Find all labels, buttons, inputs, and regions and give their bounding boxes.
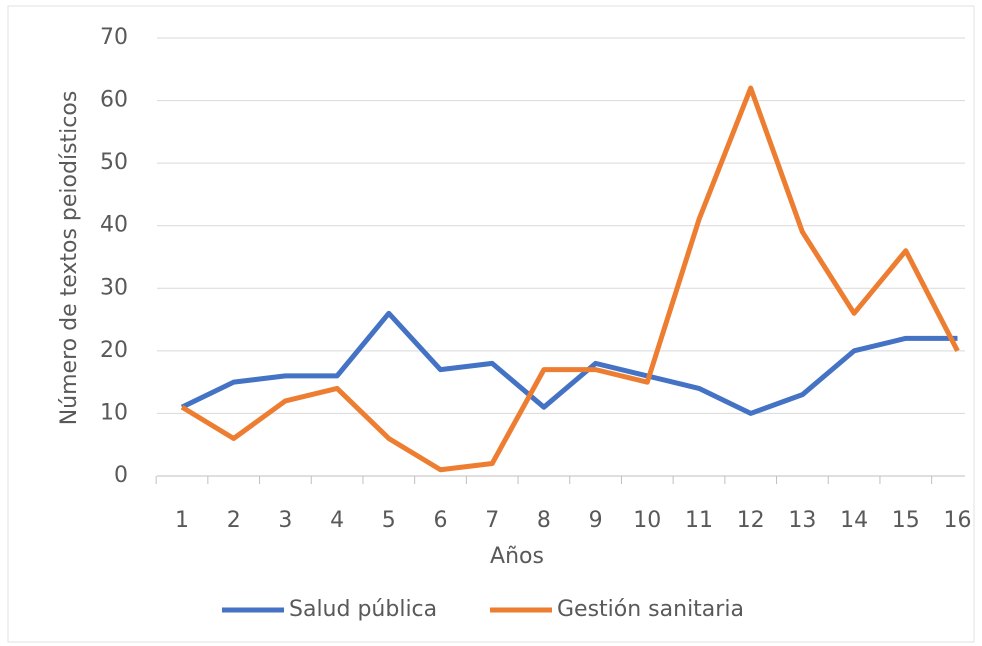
x-tick-label: 3 <box>278 508 292 533</box>
x-tick-label: 7 <box>485 508 499 533</box>
x-tick-label: 4 <box>330 508 344 533</box>
x-tick-label: 15 <box>892 508 920 533</box>
y-tick-label: 10 <box>100 400 128 425</box>
legend-label: Salud pública <box>289 597 437 622</box>
x-tick-label: 16 <box>944 508 972 533</box>
chart-border <box>7 5 975 643</box>
x-axis-title: Años <box>490 544 544 569</box>
legend-label: Gestión sanitaria <box>557 597 744 622</box>
x-tick-label: 9 <box>589 508 603 533</box>
x-tick-label: 2 <box>227 508 241 533</box>
x-tick-label: 5 <box>382 508 396 533</box>
y-tick-label: 60 <box>100 88 128 113</box>
y-tick-label: 70 <box>100 25 128 50</box>
y-tick-label: 0 <box>114 463 128 488</box>
x-tick-label: 8 <box>537 508 551 533</box>
y-tick-label: 20 <box>100 338 128 363</box>
x-tick-label: 13 <box>788 508 816 533</box>
series-line <box>180 310 958 416</box>
y-tick-label: 50 <box>100 150 128 175</box>
x-tick-label: 14 <box>840 508 868 533</box>
series-line <box>180 85 960 473</box>
x-tick-label: 6 <box>434 508 448 533</box>
x-tick-label: 12 <box>737 508 765 533</box>
x-tick-label: 10 <box>633 508 661 533</box>
x-tick-label: 1 <box>175 508 189 533</box>
y-tick-label: 40 <box>100 213 128 238</box>
x-tick-label: 11 <box>685 508 713 533</box>
y-tick-label: 30 <box>100 275 128 300</box>
y-axis-title: Número de textos peiodísticos <box>57 91 82 426</box>
